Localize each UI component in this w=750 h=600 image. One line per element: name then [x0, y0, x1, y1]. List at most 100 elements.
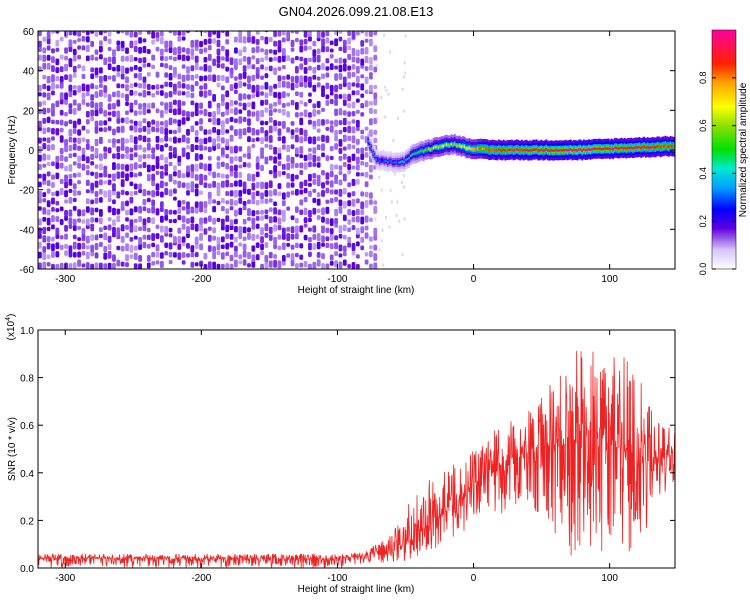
signal-track-cell	[520, 148, 523, 151]
spectrogram-cell	[321, 73, 325, 80]
spectrogram-cell	[342, 93, 347, 101]
signal-track-cell	[486, 148, 489, 151]
spectrogram-cell	[351, 198, 356, 207]
x-tick-label: -200	[191, 274, 211, 285]
spectrogram-cell	[138, 110, 142, 115]
spectrogram-cell	[220, 31, 225, 33]
spectrogram-cell	[138, 46, 142, 54]
spectrogram-cell	[225, 224, 230, 233]
spectrogram-cell	[146, 83, 151, 90]
spectrogram-cell	[159, 121, 164, 126]
spectrogram-cell	[164, 182, 169, 187]
spectrogram-cell	[146, 143, 151, 151]
spectrogram-cell	[234, 200, 238, 206]
spectrogram-cell	[90, 109, 95, 117]
spectrogram-cell	[251, 93, 256, 99]
spectrogram-cell	[181, 117, 186, 125]
spectrogram-cell	[234, 36, 238, 43]
spectrogram-cell	[338, 83, 343, 90]
spectrogram-cell	[347, 53, 352, 60]
spectrogram-cell	[173, 47, 177, 56]
spectrogram-cell	[342, 224, 347, 232]
spectrogram-cell	[90, 217, 95, 223]
spectrogram-cell	[42, 153, 47, 161]
spectrogram-cell	[404, 71, 407, 75]
spectrogram-cell	[264, 134, 269, 142]
spectrogram-cell	[234, 76, 238, 81]
spectrogram-cell	[229, 182, 234, 188]
spectrogram-cell	[138, 120, 142, 127]
spectrogram-cell	[299, 80, 304, 87]
spectrogram-cell	[312, 74, 317, 80]
spectrogram-cell	[264, 31, 269, 33]
spectrogram-cell	[146, 109, 151, 114]
spectrogram-cell	[225, 109, 230, 116]
spectrogram-cell	[164, 40, 169, 49]
spectrogram-cell	[142, 107, 147, 115]
signal-track-cell	[494, 149, 497, 152]
spectrogram-cell	[212, 171, 217, 179]
spectrogram-cell	[72, 197, 77, 203]
spectrogram-cell	[120, 125, 125, 133]
spectrogram-cell	[98, 54, 103, 60]
spectrogram-cell	[325, 119, 330, 125]
spectrogram-cell	[81, 65, 86, 72]
spectrogram-cell	[234, 82, 238, 89]
spectrogram-cell	[207, 183, 212, 189]
spectrogram-cell	[177, 137, 182, 143]
spectrogram-cell	[396, 116, 399, 120]
spectrogram-cell	[125, 47, 129, 54]
spectrogram-cell	[129, 191, 134, 197]
signal-track-cell	[457, 144, 459, 147]
spectrogram-cell	[151, 54, 156, 61]
spectrogram-cell	[347, 103, 352, 109]
spectrogram-cell	[164, 81, 169, 87]
spectrogram-cell	[308, 76, 312, 83]
spectrogram-cell	[229, 219, 234, 227]
spectrogram-cell	[347, 143, 352, 150]
spectrogram-cell	[351, 64, 356, 70]
spectrogram-cell	[220, 75, 225, 81]
spectrogram-cell	[155, 208, 160, 216]
spectrogram-cell	[242, 65, 247, 72]
spectrogram-cell	[264, 36, 269, 45]
spectrogram-cell	[251, 198, 256, 205]
spectrogram-cell	[264, 99, 269, 106]
spectrogram-cell	[112, 138, 116, 145]
signal-track-cell	[380, 159, 383, 162]
spectrogram-cell	[103, 232, 108, 241]
spectrogram-cell	[234, 226, 238, 233]
spectrogram-cell	[55, 263, 60, 269]
spectrogram-cell	[46, 31, 51, 40]
spectrogram-cell	[72, 31, 77, 36]
spectrogram-cell	[159, 145, 164, 152]
spectrogram-cell	[46, 180, 51, 187]
spectrogram-cell	[312, 66, 317, 74]
spectrogram-cell	[303, 136, 308, 142]
spectrogram-cell	[238, 197, 243, 204]
spectrogram-cell	[64, 209, 68, 217]
spectrogram-cell	[264, 223, 269, 232]
spectrogram-cell	[234, 209, 238, 217]
spectrogram-cell	[133, 73, 138, 79]
spectrogram-cell	[190, 84, 195, 92]
spectrogram-cell	[72, 39, 77, 44]
signal-track-cell	[592, 147, 595, 151]
spectrogram-cell	[268, 49, 273, 54]
spectrogram-cell	[116, 215, 121, 223]
spectrogram-cell	[316, 31, 321, 39]
spectrogram-cell	[94, 164, 99, 169]
spectrogram-cell	[168, 233, 173, 238]
spectrogram-cell	[347, 82, 352, 91]
spectrogram-cell	[347, 163, 352, 171]
spectrogram-cell	[181, 47, 186, 53]
spectrogram-cell	[216, 74, 221, 82]
spectrogram-cell	[216, 243, 221, 251]
spectrogram-cell	[151, 260, 156, 266]
spectrogram-cell	[351, 262, 356, 269]
spectrogram-cell	[299, 262, 304, 268]
spectrogram-cell	[229, 165, 234, 172]
spectrogram-cell	[155, 135, 160, 143]
spectrogram-cell	[81, 31, 86, 34]
